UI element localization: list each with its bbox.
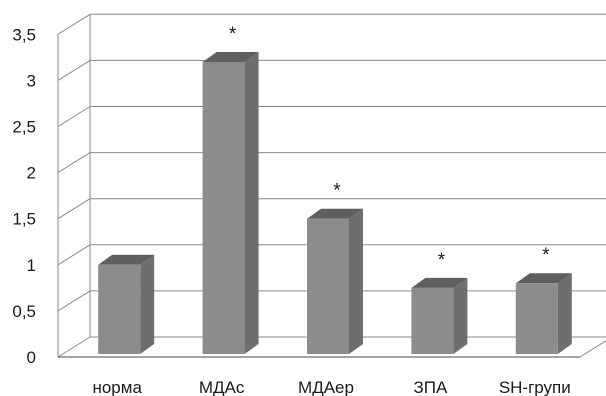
bar-top xyxy=(307,208,363,219)
significance-markers: * * * * xyxy=(229,24,550,271)
y-tick-label: 2,5 xyxy=(12,118,36,137)
bar-side xyxy=(349,208,363,354)
bar-top xyxy=(411,277,468,288)
significance-star: * xyxy=(542,245,550,266)
floor-left-edge xyxy=(57,336,91,358)
bar-side xyxy=(140,254,155,354)
bar-side xyxy=(453,277,468,354)
y-tick-label: 1,5 xyxy=(12,210,36,229)
y-tick-label: 1 xyxy=(27,256,36,275)
bar-top xyxy=(515,273,572,284)
y-tick-label: 3 xyxy=(27,71,36,90)
gridline-side xyxy=(57,106,91,127)
gridline-side xyxy=(57,290,91,312)
bar-top xyxy=(202,51,259,62)
bar-front xyxy=(98,264,141,354)
significance-star: * xyxy=(333,181,341,202)
bar-front xyxy=(411,287,454,354)
bar xyxy=(411,277,468,354)
bar xyxy=(307,208,363,354)
y-tick-labels: 0 0,5 1 1,5 2 2,5 3 3,5 xyxy=(12,25,36,367)
gridline-side xyxy=(57,244,91,266)
y-tick-label: 3,5 xyxy=(12,25,36,44)
y-tick-label: 0 xyxy=(27,348,36,367)
bar xyxy=(202,51,259,355)
x-category-labels: норма МДАс МДАер ЗПА SH-групи xyxy=(92,378,570,396)
bar-front xyxy=(307,218,349,354)
grid-lines xyxy=(57,13,606,312)
significance-star: * xyxy=(229,24,237,45)
bar-side xyxy=(244,51,259,355)
bar xyxy=(98,254,155,354)
gridline-side xyxy=(57,198,91,220)
bar-side xyxy=(557,273,572,354)
gridline-side xyxy=(57,152,91,174)
bar-front xyxy=(202,61,245,355)
x-category-label: ЗПА xyxy=(413,378,447,396)
bars xyxy=(98,51,572,355)
floor-right-edge xyxy=(579,340,606,358)
gridline-side xyxy=(57,13,91,35)
x-category-label: МДАс xyxy=(199,378,245,396)
significance-star: * xyxy=(438,250,446,271)
x-category-label: SH-групи xyxy=(499,378,571,396)
bar xyxy=(515,273,572,354)
y-tick-label: 2 xyxy=(27,164,36,183)
gridline-side xyxy=(57,59,91,81)
x-category-label: норма xyxy=(92,378,142,396)
y-tick-label: 0,5 xyxy=(12,302,36,321)
bar-top xyxy=(98,254,155,265)
x-category-label: МДАер xyxy=(298,378,354,396)
bar-front xyxy=(515,283,558,354)
